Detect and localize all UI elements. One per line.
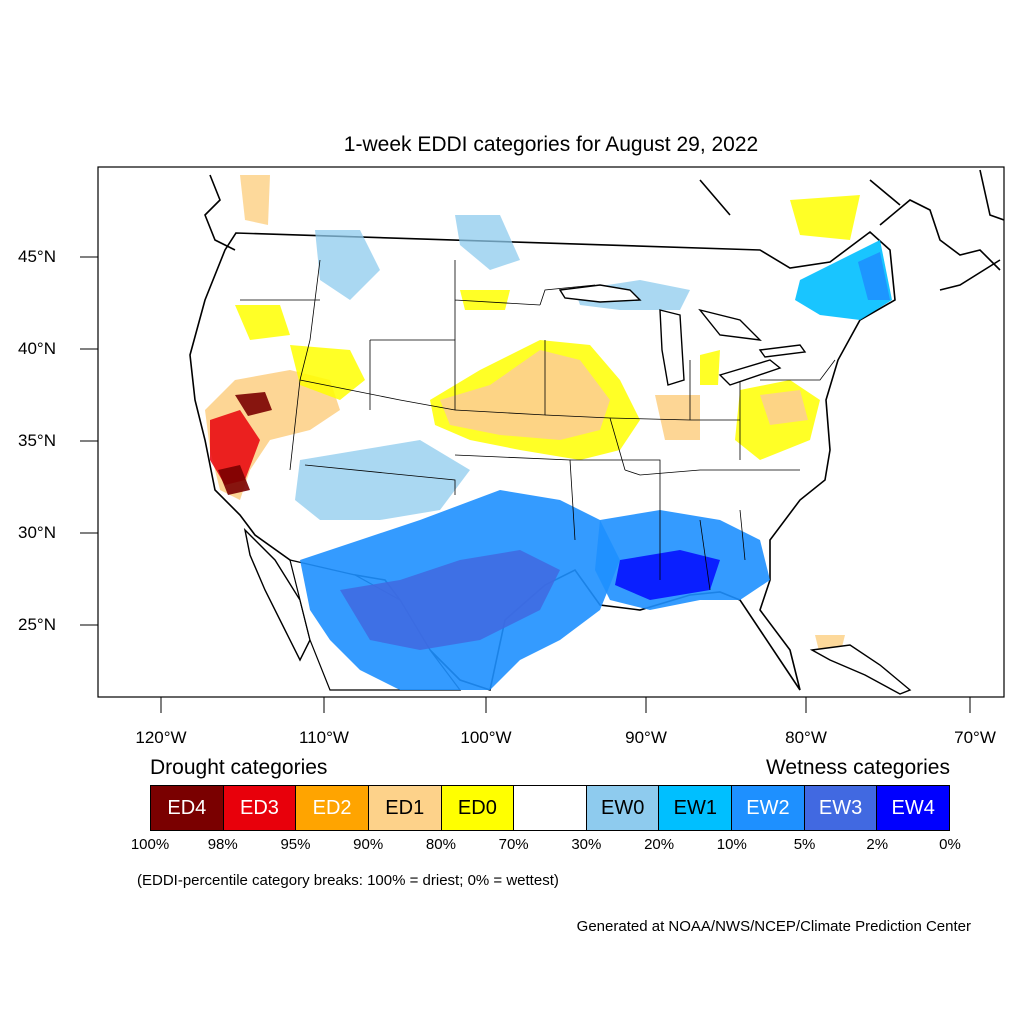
legend-swatch-ed0: ED0 — [441, 786, 515, 830]
percent-break-label: 80% — [425, 836, 456, 853]
wet-light-rockies — [295, 440, 470, 520]
percent-break-label: 0% — [939, 836, 961, 853]
dry-core-california — [210, 410, 260, 485]
lat-label-40: 40°N — [18, 339, 56, 358]
map-title: 1-week EDDI categories for August 29, 20… — [343, 133, 759, 156]
dry-core-plains — [440, 350, 610, 440]
percent-break-label: 30% — [571, 836, 602, 853]
lon-label-80: 80°W — [785, 728, 827, 747]
lon-tick-marks — [160, 697, 971, 713]
percent-break-label: 98% — [207, 836, 238, 853]
great-lakes — [558, 284, 807, 386]
lat-label-45: 45°N — [18, 247, 56, 266]
wet-core-gulf — [615, 550, 720, 600]
lat-label-35: 35°N — [18, 431, 56, 450]
dry-region-bc — [240, 175, 270, 225]
lon-label-120: 120°W — [135, 728, 187, 747]
lon-label-100: 100°W — [460, 728, 512, 747]
legend-swatch-ed4: ED4 — [151, 786, 224, 830]
state-borders — [240, 259, 836, 591]
legend-swatch-ew2: EW2 — [732, 786, 805, 830]
legend-swatch-ew1: EW1 — [659, 786, 733, 830]
lat-label-30: 30°N — [18, 523, 56, 542]
lat-label-25: 25°N — [18, 615, 56, 634]
percent-break-label: 100% — [130, 836, 170, 853]
legend-swatch-neutral — [514, 786, 587, 830]
baja-outline — [243, 527, 311, 662]
legend-swatch-ed3: ED3 — [223, 786, 297, 830]
legend-swatch-ew4: EW4 — [877, 786, 950, 830]
dry-region-oregon — [235, 305, 290, 340]
dry-extreme-california — [218, 392, 272, 495]
percent-break-label: 2% — [866, 836, 889, 853]
canada-coast — [204, 169, 1004, 291]
wet-core-texas — [340, 550, 560, 650]
percent-break-label: 10% — [716, 836, 747, 853]
wet-light-northwest — [315, 230, 380, 300]
category-note: (EDDI-percentile category breaks: 100% =… — [137, 872, 559, 889]
percent-break-label: 90% — [353, 836, 384, 853]
percent-break-label: 70% — [498, 836, 529, 853]
dry-region-nevada — [290, 345, 365, 400]
legend-swatch-ew0: EW0 — [586, 786, 660, 830]
wet-core-maine — [858, 252, 890, 300]
dry-core-midatlantic — [760, 390, 808, 425]
percent-break-label: 5% — [793, 836, 816, 853]
cuba-outline — [809, 644, 912, 695]
legend-swatch-ew3: EW3 — [804, 786, 878, 830]
wetness-heading: Wetness categories — [765, 756, 950, 779]
lon-label-110: 110°W — [299, 728, 349, 747]
legend-swatch-ed1: ED1 — [368, 786, 442, 830]
lon-label-90: 90°W — [625, 728, 667, 747]
dry-region-quebec — [790, 195, 860, 240]
percent-break-label: 95% — [280, 836, 311, 853]
lon-label-70: 70°W — [954, 728, 996, 747]
legend-swatch-ed2: ED2 — [296, 786, 369, 830]
percent-break-label: 20% — [644, 836, 675, 853]
wet-light-canada — [455, 215, 520, 270]
plot-frame — [97, 166, 1005, 698]
credit-line: Generated at NOAA/NWS/NCEP/Climate Predi… — [576, 918, 971, 935]
lat-tick-marks — [80, 256, 98, 626]
dry-region-midwest — [655, 395, 700, 440]
dry-region-north-dakota — [460, 290, 510, 310]
category-legend: ED4 ED3 ED2 ED1 ED0 EW0 EW1 EW2 EW3 EW4 — [150, 785, 950, 831]
drought-heading: Drought categories — [150, 756, 328, 779]
dry-region-michigan — [700, 350, 720, 385]
